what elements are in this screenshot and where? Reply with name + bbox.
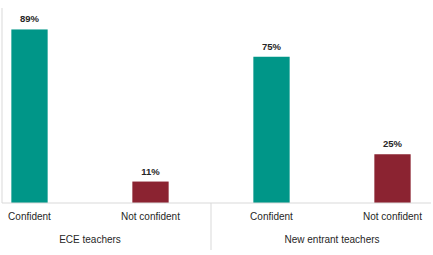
y-axis-line — [2, 8, 3, 203]
bar-label: Confident — [250, 211, 293, 222]
bar — [132, 182, 168, 203]
bar — [374, 154, 410, 203]
bar — [253, 57, 289, 203]
data-label: 75% — [262, 41, 282, 52]
data-label: 25% — [383, 138, 403, 149]
bar-label: Not confident — [121, 211, 180, 222]
group-separator — [211, 203, 212, 250]
data-label: 89% — [20, 13, 40, 24]
data-label: 11% — [141, 166, 160, 177]
bar — [11, 29, 47, 203]
group-label: ECE teachers — [59, 234, 121, 245]
chart: 89% 75% 11% 25% Confident Not confident ECE te… — [0, 0, 433, 255]
bar-label: Confident — [8, 211, 51, 222]
bars — [11, 29, 410, 203]
bar-label: Not confident — [363, 211, 422, 222]
group-label: New entrant teachers — [284, 234, 379, 245]
labels: 89% 75% 11% 25% Confident Not confident ECE te… — [8, 13, 422, 245]
x-axis-line — [2, 203, 431, 204]
